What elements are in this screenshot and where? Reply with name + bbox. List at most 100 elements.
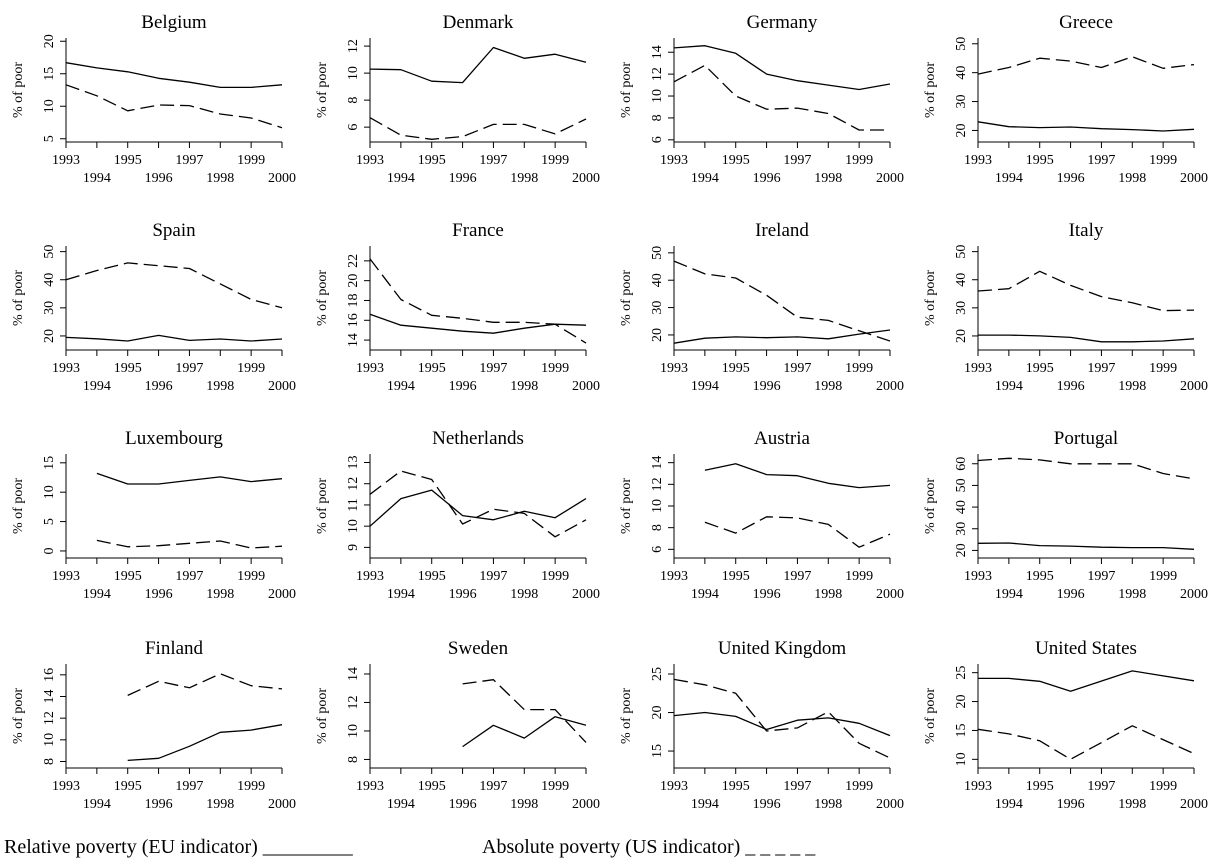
y-axis-label: % of poor xyxy=(11,62,26,118)
x-tick-label: 1999 xyxy=(1149,153,1177,168)
series-line-absolute xyxy=(977,270,1195,312)
x-tick-label: 1998 xyxy=(206,171,234,186)
x-tick-label: 1994 xyxy=(83,379,111,394)
x-tick-label: 1993 xyxy=(660,361,688,376)
series-line-absolute xyxy=(673,64,890,131)
x-tick-label: 1996 xyxy=(449,587,477,602)
y-axis-label: % of poor xyxy=(11,688,26,744)
series-line-absolute xyxy=(369,470,587,538)
panel-title: Spain xyxy=(152,220,196,241)
x-tick-label: 1993 xyxy=(52,361,80,376)
x-tick-label: 1999 xyxy=(237,153,265,168)
x-tick-label: 1995 xyxy=(1026,361,1054,376)
panel-title: Netherlands xyxy=(432,428,524,449)
series-line-relative xyxy=(96,472,283,485)
y-tick-label: 12 xyxy=(346,477,361,491)
legend-absolute-poverty: Absolute poverty (US indicator) _ _ _ _ … xyxy=(482,836,816,858)
y-tick-label: 8 xyxy=(650,114,665,121)
panel-title: Portugal xyxy=(1054,428,1118,449)
x-tick-label: 2000 xyxy=(572,587,600,602)
x-tick-label: 1999 xyxy=(845,153,873,168)
panel-title: Ireland xyxy=(755,220,809,241)
x-tick-label: 1995 xyxy=(722,153,750,168)
y-tick-label: 20 xyxy=(954,695,969,709)
x-tick-label: 1997 xyxy=(783,779,811,794)
x-tick-label: 1997 xyxy=(783,569,811,584)
x-tick-label: 2000 xyxy=(572,379,600,394)
y-tick-label: 50 xyxy=(650,246,665,260)
x-tick-label: 1998 xyxy=(814,171,842,186)
panel-title: Greece xyxy=(1059,12,1113,33)
x-tick-label: 1995 xyxy=(114,779,142,794)
x-tick-label: 1998 xyxy=(1118,587,1146,602)
x-tick-label: 1996 xyxy=(1057,797,1085,812)
y-tick-label: 20 xyxy=(346,274,361,288)
x-tick-label: 2000 xyxy=(876,587,904,602)
y-axis-label: % of poor xyxy=(923,270,938,326)
y-axis-label: % of poor xyxy=(619,688,634,744)
panel-title: France xyxy=(452,220,504,241)
x-tick-label: 1996 xyxy=(1057,379,1085,394)
x-tick-label: 1997 xyxy=(479,361,507,376)
y-tick-label: 10 xyxy=(650,89,665,103)
x-tick-label: 1995 xyxy=(722,569,750,584)
x-tick-label: 1995 xyxy=(418,361,446,376)
x-tick-label: 1998 xyxy=(206,379,234,394)
x-tick-label: 1995 xyxy=(114,153,142,168)
series-line-relative xyxy=(127,724,283,762)
y-axis-label: % of poor xyxy=(923,62,938,118)
x-tick-label: 1999 xyxy=(541,779,569,794)
x-tick-label: 1993 xyxy=(964,779,992,794)
y-axis-label: % of poor xyxy=(619,62,634,118)
y-tick-label: 40 xyxy=(954,273,969,287)
x-tick-label: 1998 xyxy=(814,797,842,812)
x-tick-label: 1999 xyxy=(541,569,569,584)
y-axis-label: % of poor xyxy=(11,478,26,534)
series-line-absolute xyxy=(977,56,1195,75)
series-line-relative xyxy=(65,334,283,342)
y-tick-label: 50 xyxy=(954,37,969,51)
y-tick-label: 14 xyxy=(650,456,665,470)
y-tick-label: 40 xyxy=(650,273,665,287)
x-tick-label: 2000 xyxy=(1180,171,1208,186)
series-line-absolute xyxy=(977,457,1195,480)
y-tick-label: 10 xyxy=(42,485,57,499)
series-line-relative xyxy=(369,313,587,334)
x-tick-label: 1998 xyxy=(510,171,538,186)
x-tick-label: 1996 xyxy=(145,797,173,812)
x-tick-label: 1995 xyxy=(114,569,142,584)
x-tick-label: 1994 xyxy=(387,587,415,602)
series-line-relative xyxy=(978,334,1195,343)
x-tick-label: 1996 xyxy=(449,379,477,394)
x-tick-label: 1999 xyxy=(1149,779,1177,794)
x-tick-label: 1993 xyxy=(356,569,384,584)
x-tick-label: 1993 xyxy=(356,153,384,168)
y-tick-label: 14 xyxy=(346,667,361,681)
y-tick-label: 16 xyxy=(42,668,57,682)
x-tick-label: 1995 xyxy=(1026,569,1054,584)
x-tick-label: 1995 xyxy=(418,153,446,168)
series-line-absolute xyxy=(977,725,1195,760)
x-tick-label: 2000 xyxy=(268,379,296,394)
x-tick-label: 1996 xyxy=(449,797,477,812)
y-tick-label: 5 xyxy=(42,518,57,525)
y-tick-label: 20 xyxy=(954,543,969,557)
y-tick-label: 15 xyxy=(650,744,665,758)
y-tick-label: 40 xyxy=(42,273,57,287)
x-tick-label: 1993 xyxy=(660,153,688,168)
series-line-relative xyxy=(977,542,1195,550)
series-line-relative xyxy=(978,670,1195,692)
x-tick-label: 2000 xyxy=(572,171,600,186)
x-tick-label: 1994 xyxy=(691,379,719,394)
series-line-absolute xyxy=(673,260,891,342)
x-tick-label: 1996 xyxy=(145,171,173,186)
y-tick-label: 14 xyxy=(650,45,665,59)
x-tick-label: 1994 xyxy=(995,379,1023,394)
